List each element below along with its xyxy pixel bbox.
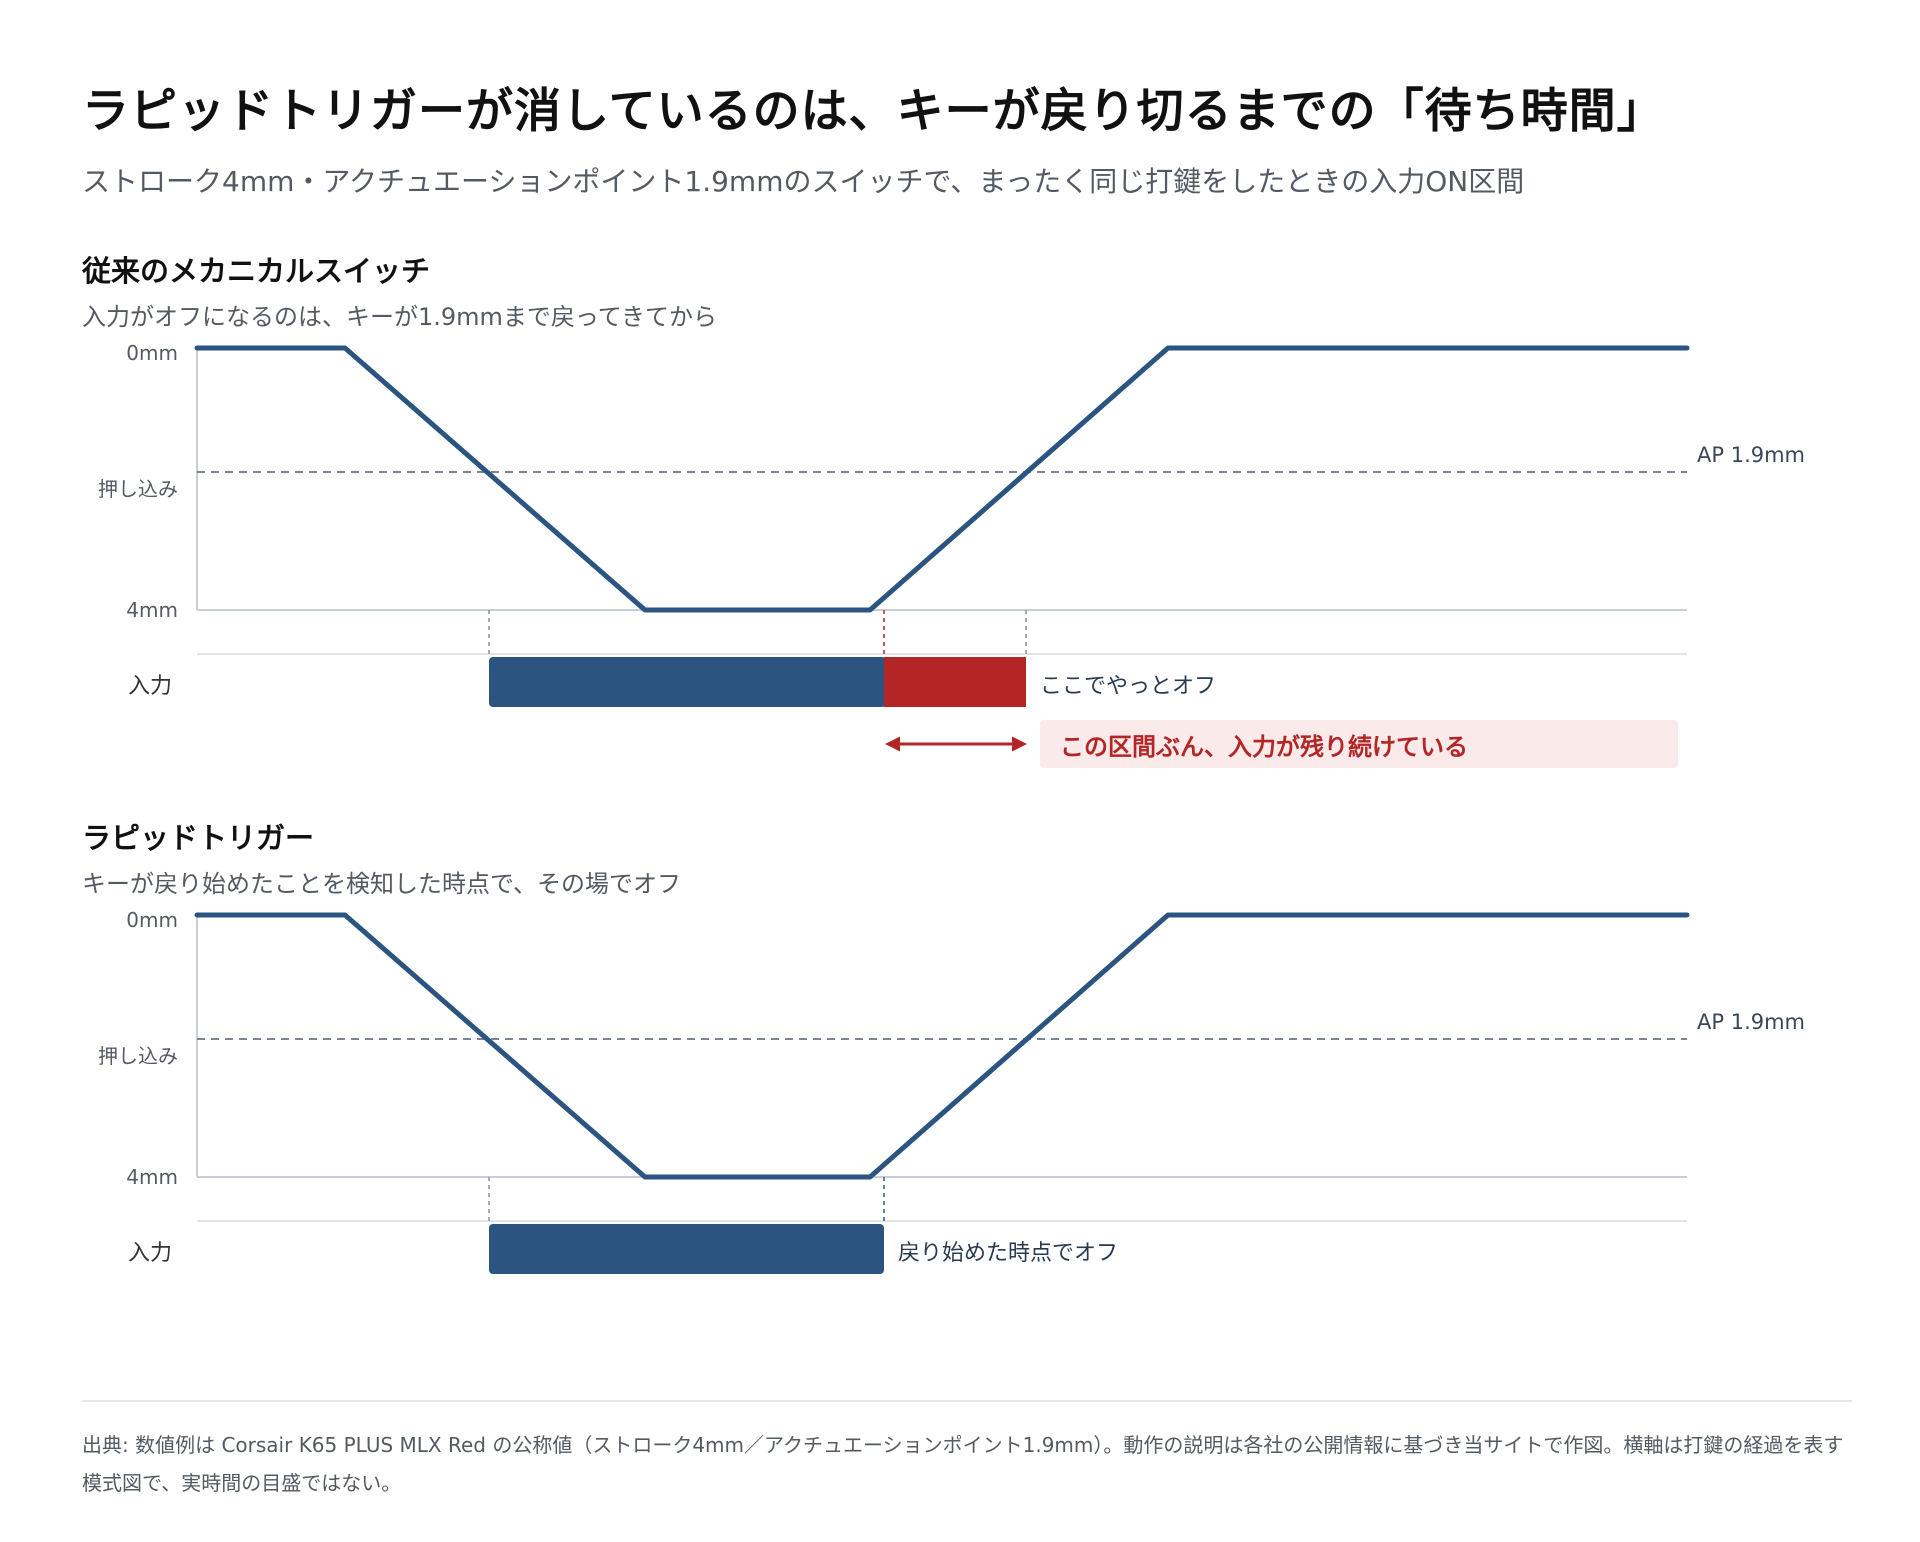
- ap-label: AP 1.9mm: [1697, 443, 1806, 467]
- input-label: 入力: [128, 674, 173, 699]
- y-label-0mm: 0mm: [126, 908, 178, 932]
- off-note: ここでやっとオフ: [1040, 674, 1217, 699]
- y-label-0mm: 0mm: [126, 341, 178, 365]
- source-note: 出典: 数値例は Corsair K65 PLUS MLX Red の公称値（ス…: [82, 1433, 1844, 1495]
- extra-on-bar: [884, 657, 1026, 707]
- callout-text: この区間ぶん、入力が残り続けている: [1060, 733, 1468, 761]
- on-bar: [489, 657, 886, 707]
- section-title-rapid: ラピッドトリガー: [82, 821, 315, 855]
- section-desc-conventional: 入力がオフになるのは、キーが1.9mmまで戻ってきてから: [82, 303, 718, 331]
- key-stroke-line: [194, 345, 1690, 613]
- section-title-conventional: 従来のメカニカルスイッチ: [82, 254, 431, 288]
- page-subtitle: ストローク4mm・アクチュエーションポイント1.9mmのスイッチで、まったく同じ…: [82, 165, 1525, 198]
- key-stroke-line: [194, 912, 1690, 1180]
- y-label-press: 押し込み: [98, 477, 178, 501]
- input-label: 入力: [128, 1241, 173, 1266]
- diagram-rapid-trigger: [194, 912, 1690, 1274]
- callout-box: [1040, 720, 1678, 768]
- y-label-press: 押し込み: [98, 1044, 178, 1068]
- diagram-conventional: [194, 345, 1690, 752]
- section-desc-rapid: キーが戻り始めたことを検知した時点で、その場でオフ: [82, 870, 682, 898]
- ap-label: AP 1.9mm: [1697, 1010, 1806, 1034]
- y-label-4mm: 4mm: [126, 1165, 178, 1189]
- on-bar: [489, 1224, 884, 1274]
- y-label-4mm: 4mm: [126, 598, 178, 622]
- page-title: ラピッドトリガーが消しているのは、キーが戻り切るまでの「待ち時間」: [82, 84, 1665, 139]
- footer-divider: [82, 1400, 1852, 1402]
- off-note: 戻り始めた時点でオフ: [898, 1241, 1119, 1266]
